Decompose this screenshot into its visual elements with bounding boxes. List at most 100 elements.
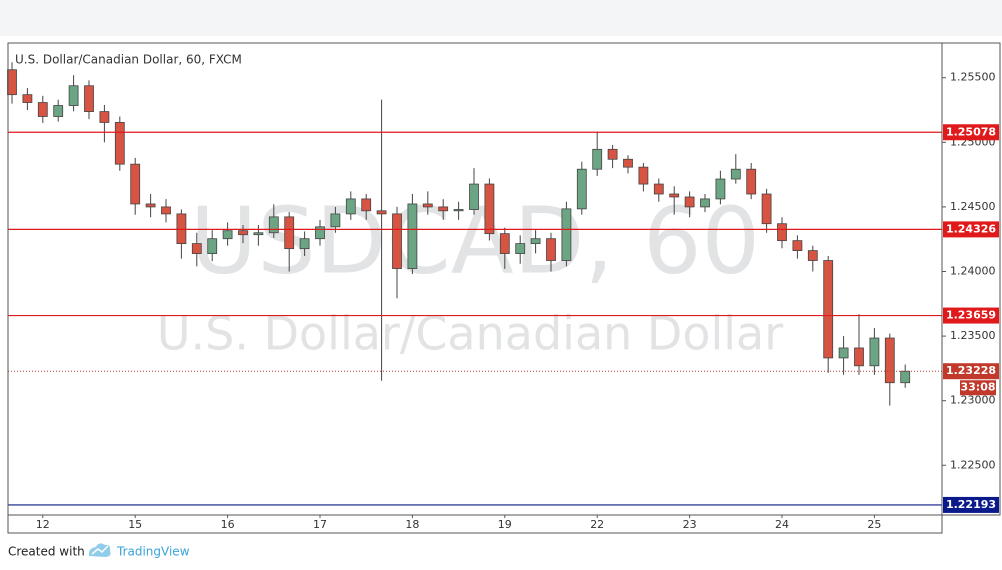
toolbar-area bbox=[0, 0, 1002, 36]
tradingview-logo bbox=[88, 543, 111, 557]
candle-body bbox=[576, 168, 587, 210]
x-tick-label: 22 bbox=[590, 518, 604, 531]
time-axis-border bbox=[7, 514, 943, 534]
candle-body bbox=[854, 347, 864, 367]
x-tick-label: 15 bbox=[128, 518, 142, 531]
candle-body bbox=[145, 203, 156, 208]
candle-body bbox=[530, 238, 541, 245]
candle-body bbox=[191, 243, 202, 254]
x-tick-label: 17 bbox=[313, 518, 327, 531]
level-label-box bbox=[943, 221, 999, 238]
level-label: 1.22193 bbox=[946, 498, 996, 511]
footer-brand[interactable]: TradingView bbox=[116, 545, 190, 559]
plot-area bbox=[7, 62, 942, 506]
level-label-box bbox=[943, 124, 999, 141]
y-tick-label: 1.25500 bbox=[950, 71, 996, 84]
candle-body bbox=[823, 260, 834, 359]
level-label: 1.23659 bbox=[946, 309, 996, 322]
candle-body bbox=[653, 183, 664, 195]
candle-body bbox=[869, 337, 880, 367]
candle-body bbox=[592, 148, 603, 170]
x-tick-label: 24 bbox=[775, 518, 789, 531]
candle-body bbox=[715, 178, 726, 200]
candle-body bbox=[130, 163, 141, 205]
candle-body bbox=[515, 243, 526, 254]
last-price-box bbox=[943, 363, 999, 380]
candle-body bbox=[176, 213, 187, 245]
candle-body bbox=[376, 210, 387, 215]
candle-body bbox=[330, 213, 341, 228]
candle-body bbox=[484, 183, 495, 235]
candle-body bbox=[253, 232, 264, 236]
candle-body bbox=[623, 158, 633, 168]
watermark-description: U.S. Dollar/Canadian Dollar bbox=[157, 307, 783, 361]
candle-body bbox=[114, 122, 125, 165]
candle-body bbox=[807, 250, 818, 261]
candle-body bbox=[546, 238, 556, 261]
candle-body bbox=[900, 370, 911, 384]
price-axis-border bbox=[941, 42, 1001, 516]
candle-body bbox=[207, 238, 218, 254]
candle-body bbox=[299, 238, 310, 250]
candle-body bbox=[407, 203, 418, 269]
level-label: 1.25078 bbox=[946, 125, 996, 138]
candle-body bbox=[777, 223, 787, 242]
level-label-box bbox=[943, 496, 999, 513]
candle-body bbox=[7, 69, 17, 96]
candle-body bbox=[746, 168, 757, 195]
x-tick-label: 25 bbox=[867, 518, 881, 531]
y-tick-label: 1.23500 bbox=[950, 329, 996, 342]
candle-body bbox=[669, 193, 680, 198]
candle-body bbox=[884, 337, 895, 384]
x-tick-label: 19 bbox=[498, 518, 512, 531]
x-tick-label: 23 bbox=[683, 518, 697, 531]
y-tick-label: 1.23000 bbox=[950, 394, 996, 407]
candle-body bbox=[284, 216, 295, 250]
footer-created: Created with bbox=[8, 545, 85, 559]
candle-body bbox=[222, 230, 233, 240]
x-tick-label: 18 bbox=[405, 518, 419, 531]
level-label-box bbox=[943, 307, 999, 324]
candle-body bbox=[730, 168, 741, 180]
candle-body bbox=[638, 166, 649, 185]
candle-body bbox=[469, 183, 479, 210]
chart-title: U.S. Dollar/Canadian Dollar, 60, FXCM bbox=[15, 53, 242, 67]
candle-body bbox=[607, 148, 618, 160]
candle-body bbox=[684, 196, 695, 208]
y-tick-label: 1.24500 bbox=[950, 200, 996, 213]
candle-body bbox=[238, 230, 248, 236]
y-tick-label: 1.22500 bbox=[950, 458, 996, 471]
candle-body bbox=[792, 240, 803, 251]
candle-body bbox=[53, 105, 64, 117]
candle-body bbox=[315, 226, 325, 240]
candle-body bbox=[392, 213, 402, 269]
last-price-label: 1.23228 bbox=[946, 364, 996, 377]
x-tick-label: 12 bbox=[36, 518, 50, 531]
candle-body bbox=[438, 206, 449, 212]
candle-body bbox=[345, 198, 356, 215]
candle-body bbox=[161, 206, 171, 215]
candle-body bbox=[700, 198, 710, 208]
candle-body bbox=[84, 85, 94, 112]
candle-body bbox=[422, 203, 433, 208]
candle-body bbox=[499, 233, 510, 254]
countdown-box bbox=[960, 380, 996, 396]
candle-body bbox=[99, 111, 110, 123]
candle-body bbox=[37, 102, 48, 117]
level-label: 1.24326 bbox=[946, 222, 996, 235]
candle-body bbox=[561, 208, 572, 261]
candle-body bbox=[22, 94, 33, 103]
x-tick-label: 16 bbox=[221, 518, 235, 531]
candle-body bbox=[761, 193, 772, 225]
logo-line bbox=[91, 545, 109, 555]
y-tick-label: 1.24000 bbox=[950, 265, 996, 278]
candle-body bbox=[838, 347, 849, 359]
candle-body bbox=[361, 198, 372, 212]
candle-body bbox=[68, 85, 79, 106]
candle-body bbox=[453, 209, 464, 212]
candle-body bbox=[268, 216, 279, 234]
countdown-label: 33:08 bbox=[960, 381, 995, 394]
